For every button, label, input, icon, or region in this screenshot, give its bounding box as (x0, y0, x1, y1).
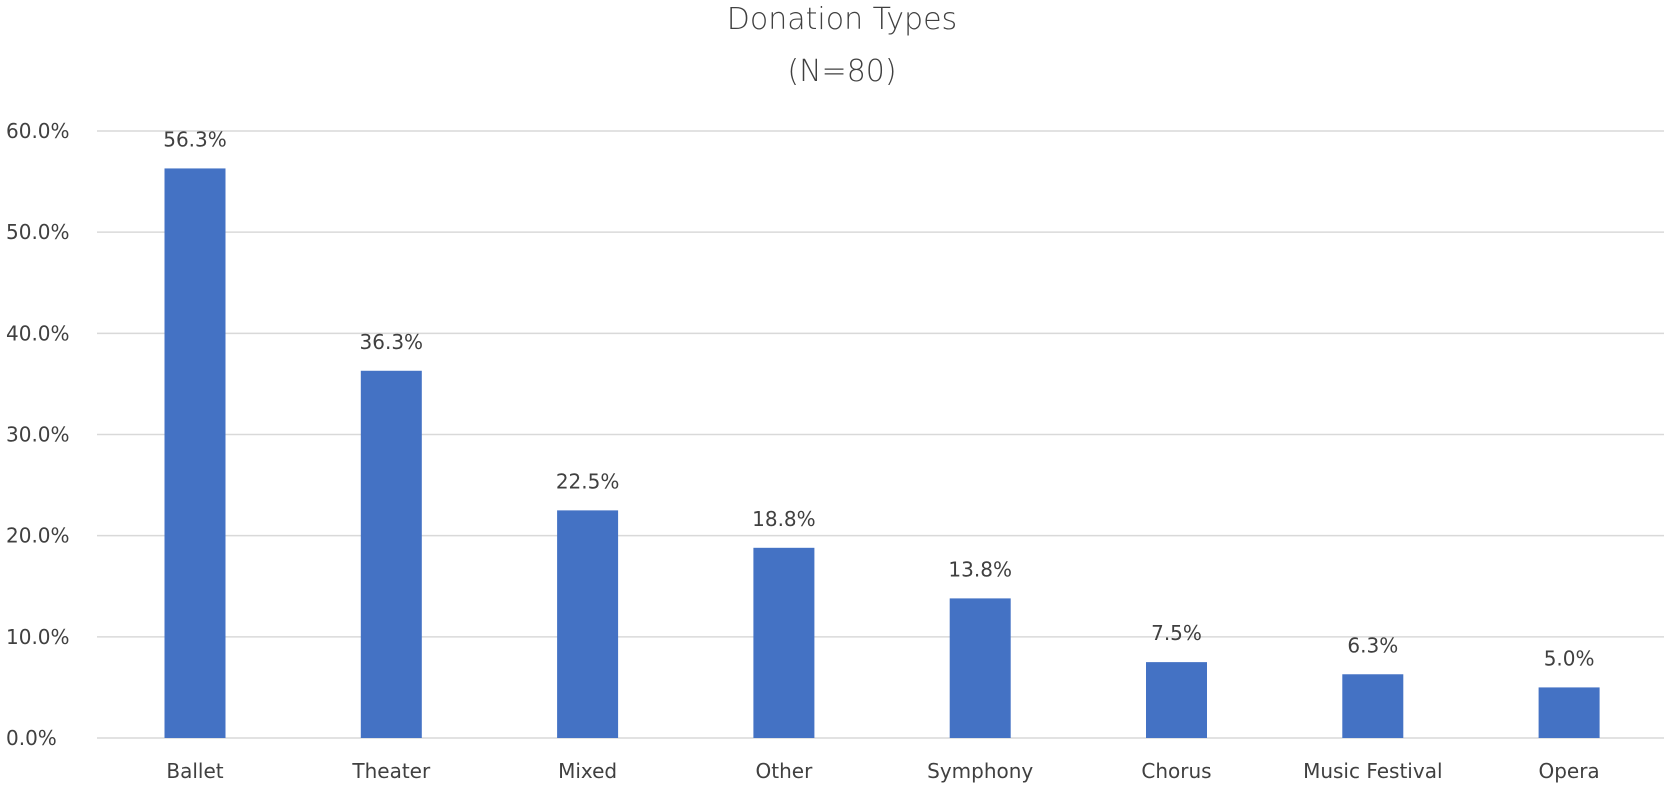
y-tick-label: 40.0% (6, 321, 70, 345)
category-label: Ballet (166, 759, 223, 783)
bar (753, 547, 815, 738)
category-label: Mixed (558, 759, 617, 783)
y-tick-label: 20.0% (6, 524, 70, 548)
bars (164, 168, 1600, 739)
data-label: 36.3% (360, 330, 424, 354)
data-label: 6.3% (1347, 633, 1398, 657)
y-tick-label: 50.0% (6, 220, 70, 244)
gridlines (97, 130, 1664, 739)
bar (164, 168, 226, 739)
bar (1538, 687, 1600, 738)
chart-title: Donation Types (727, 2, 957, 37)
y-tick-label: 30.0% (6, 423, 70, 447)
data-label: 56.3% (163, 127, 227, 151)
y-tick-label: 60.0% (6, 119, 70, 143)
category-label: Opera (1538, 759, 1599, 783)
category-label: Chorus (1141, 759, 1211, 783)
category-label: Other (756, 759, 814, 783)
y-axis-ticks: 0.0% 10.0% 20.0% 30.0% 40.0% 50.0% 60.0% (6, 119, 70, 750)
bar (949, 598, 1011, 738)
bar (557, 510, 619, 738)
y-tick-label: 10.0% (6, 625, 70, 649)
data-labels: 56.3% 36.3% 22.5% 18.8% 13.8% 7.5% 6.3% 5.0% (163, 127, 1594, 670)
x-axis-categories: Ballet Theater Mixed Other Symphony Chorus Mus… (166, 759, 1599, 783)
category-label: Symphony (927, 759, 1033, 783)
data-label: 22.5% (556, 469, 620, 493)
y-tick-label: 0.0% (6, 726, 57, 750)
bar (1146, 662, 1207, 738)
category-label: Theater (351, 759, 431, 783)
data-label: 13.8% (948, 557, 1012, 581)
data-label: 5.0% (1544, 646, 1595, 670)
bar (1342, 674, 1404, 738)
category-label: Music Festival (1303, 759, 1442, 783)
data-label: 18.8% (752, 507, 816, 531)
data-label: 7.5% (1151, 621, 1202, 645)
bar (360, 370, 422, 738)
chart-subtitle: (N=80) (787, 54, 896, 89)
